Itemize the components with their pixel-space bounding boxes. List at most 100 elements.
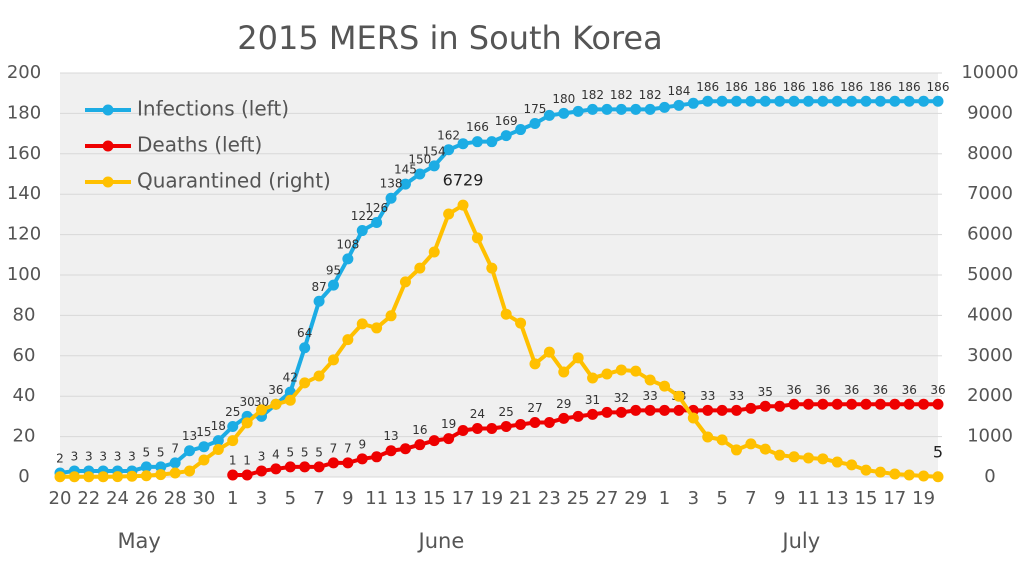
value-label: 186	[725, 80, 748, 94]
point	[601, 103, 613, 115]
point	[702, 431, 714, 443]
point	[774, 400, 786, 412]
y2-tick-label: 0	[984, 466, 995, 487]
y-tick-label: 160	[7, 143, 41, 164]
point	[97, 471, 109, 483]
value-label: 122	[351, 209, 374, 223]
value-label: 186	[898, 80, 921, 94]
point	[284, 394, 296, 406]
x-tick-label: 19	[912, 488, 935, 509]
value-label: 186	[754, 80, 777, 94]
value-label: 5	[933, 442, 943, 461]
point	[759, 95, 771, 107]
point	[299, 461, 311, 473]
value-label: 162	[437, 128, 460, 142]
point	[342, 253, 354, 265]
point	[241, 469, 253, 481]
value-label: 7	[171, 441, 179, 455]
value-label: 64	[297, 326, 312, 340]
y2-tick-label: 8000	[967, 143, 1013, 164]
point	[256, 404, 268, 416]
value-label: 36	[873, 383, 888, 397]
value-label: 36	[930, 383, 945, 397]
x-tick-label: 3	[256, 488, 267, 509]
value-label: 25	[499, 405, 514, 419]
point	[759, 400, 771, 412]
x-tick-label: 30	[192, 488, 215, 509]
point	[515, 317, 527, 329]
point	[659, 380, 671, 392]
value-label: 4	[272, 447, 280, 461]
x-tick-label: 24	[106, 488, 129, 509]
month-label: July	[780, 529, 820, 553]
point	[212, 444, 224, 456]
value-label: 3	[114, 449, 122, 463]
y2-tick-label: 1000	[967, 426, 1013, 447]
value-label: 13	[182, 429, 197, 443]
value-label: 180	[552, 92, 575, 106]
x-tick-label: 1	[227, 488, 238, 509]
point	[256, 465, 268, 477]
point	[673, 390, 685, 402]
point	[428, 160, 440, 172]
y2-tick-label: 9000	[967, 102, 1013, 123]
value-label: 182	[610, 88, 633, 102]
point	[529, 118, 541, 129]
point	[572, 105, 584, 117]
value-label: 186	[927, 80, 950, 94]
point	[270, 463, 282, 475]
value-label: 18	[211, 419, 226, 433]
point	[327, 279, 339, 291]
point	[399, 178, 411, 190]
y2-tick-label: 4000	[967, 304, 1013, 325]
value-label: 19	[441, 417, 456, 431]
x-tick-label: 20	[49, 488, 72, 509]
point	[601, 406, 613, 418]
value-label: 108	[336, 237, 359, 251]
value-label: 6729	[443, 171, 484, 190]
point	[687, 97, 699, 109]
point	[500, 130, 512, 142]
point	[874, 95, 886, 107]
value-label: 186	[869, 80, 892, 94]
point	[313, 370, 325, 382]
point	[529, 358, 541, 370]
point	[515, 124, 527, 136]
point	[730, 404, 742, 416]
point	[140, 470, 152, 482]
point	[543, 416, 555, 428]
point	[371, 451, 383, 463]
value-label: 9	[358, 437, 366, 451]
value-label: 184	[667, 84, 690, 98]
value-label: 154	[423, 144, 446, 158]
value-label: 138	[380, 177, 403, 191]
x-tick-label: 1	[659, 488, 670, 509]
point	[414, 439, 426, 451]
point	[313, 461, 325, 473]
point	[385, 192, 397, 204]
point	[860, 398, 872, 410]
x-tick-label: 11	[365, 488, 388, 509]
value-label: 33	[700, 389, 715, 403]
point	[227, 435, 239, 447]
point	[615, 364, 627, 376]
point	[716, 434, 728, 446]
point	[918, 470, 930, 482]
point	[385, 310, 397, 322]
value-label: 7	[330, 441, 338, 455]
value-label: 3	[99, 449, 107, 463]
x-tick-label: 21	[509, 488, 532, 509]
point	[817, 95, 829, 107]
point	[270, 398, 282, 410]
point	[730, 95, 742, 107]
y-tick-label: 80	[13, 304, 36, 325]
x-tick-label: 9	[342, 488, 353, 509]
legend-marker	[102, 176, 114, 188]
point	[759, 443, 771, 455]
point	[788, 95, 800, 107]
point	[644, 103, 656, 115]
point	[313, 295, 325, 307]
value-label: 186	[783, 80, 806, 94]
point	[471, 232, 483, 244]
value-label: 30	[239, 395, 254, 409]
